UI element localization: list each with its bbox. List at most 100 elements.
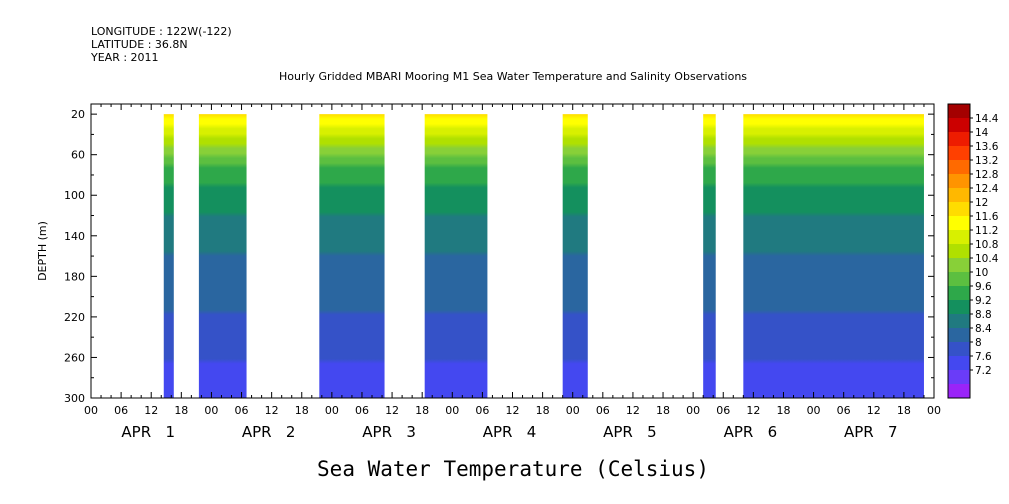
colorbar: 14.4 14 13.6 13.2 12.8 12.4 12 11.6 11.2 10.8 10.4… bbox=[947, 103, 999, 399]
colorbar-label: 8 bbox=[975, 337, 982, 349]
y-tick-label: 180 bbox=[64, 270, 85, 283]
colorbar-swatch bbox=[948, 146, 970, 161]
x-tick-label: 00 bbox=[445, 404, 459, 417]
x-tick-label: 12 bbox=[506, 404, 520, 417]
y-axis-label: DEPTH (m) bbox=[36, 221, 49, 281]
x-tick-label: 00 bbox=[927, 404, 941, 417]
x-day-label: APR 7 bbox=[844, 423, 898, 441]
data-segments bbox=[163, 114, 924, 398]
x-tick-label: 06 bbox=[596, 404, 610, 417]
x-tick-label: 00 bbox=[807, 404, 821, 417]
colorbar-label: 10 bbox=[975, 267, 988, 279]
colorbar-swatch bbox=[948, 384, 970, 399]
y-tick-label: 140 bbox=[64, 230, 85, 243]
colorbar-label: 10.8 bbox=[975, 239, 998, 251]
colorbar-label: 11.2 bbox=[975, 225, 998, 237]
y-tick-label: 260 bbox=[64, 351, 85, 364]
x-tick-label: 06 bbox=[837, 404, 851, 417]
colorbar-swatch bbox=[948, 370, 970, 385]
colorbar-label: 8.4 bbox=[975, 323, 992, 335]
colorbar-swatch bbox=[948, 328, 970, 343]
colorbar-frame bbox=[947, 103, 971, 399]
x-tick-label: 06 bbox=[114, 404, 128, 417]
y-tick-label: 20 bbox=[71, 108, 85, 121]
colorbar-label: 7.2 bbox=[975, 365, 992, 377]
x-tick-label: 12 bbox=[265, 404, 279, 417]
colorbar-swatch bbox=[948, 160, 970, 175]
colorbar-swatch bbox=[948, 216, 970, 231]
x-axis-label: Sea Water Temperature (Celsius) bbox=[317, 457, 709, 481]
colorbar-swatch bbox=[948, 132, 970, 147]
x-tick-label: 18 bbox=[536, 404, 550, 417]
colorbar-label: 13.6 bbox=[975, 141, 999, 153]
colorbar-swatch bbox=[948, 272, 970, 287]
colorbar-swatch bbox=[948, 286, 970, 301]
x-day-label: APR 6 bbox=[724, 423, 778, 441]
colorbar-swatch bbox=[948, 244, 970, 259]
x-axis: 00 06 12 18 00 06 12 18 00 06 12 18 00 06 12 18 00 06 12 18… bbox=[84, 104, 941, 441]
x-tick-label: 18 bbox=[174, 404, 188, 417]
data-segment bbox=[703, 114, 716, 398]
y-tick-label: 60 bbox=[71, 149, 85, 162]
data-segment bbox=[163, 114, 174, 398]
x-tick-label: 18 bbox=[656, 404, 670, 417]
y-tick-label: 300 bbox=[64, 392, 85, 405]
x-tick-label: 12 bbox=[385, 404, 399, 417]
colorbar-label: 9.6 bbox=[975, 281, 992, 293]
x-tick-label: 00 bbox=[84, 404, 98, 417]
x-tick-label: 12 bbox=[626, 404, 640, 417]
x-tick-label: 00 bbox=[686, 404, 700, 417]
data-segment bbox=[743, 114, 924, 398]
colorbar-swatch bbox=[948, 300, 970, 315]
colorbar-swatch bbox=[948, 258, 970, 273]
colorbar-label: 7.6 bbox=[975, 351, 992, 363]
chart-title: Hourly Gridded MBARI Mooring M1 Sea Wate… bbox=[279, 70, 747, 83]
colorbar-swatch bbox=[948, 230, 970, 245]
x-tick-label: 06 bbox=[355, 404, 369, 417]
colorbar-label: 12.4 bbox=[975, 183, 999, 195]
data-segment bbox=[198, 114, 247, 398]
y-axis: 20 60 100 140 180 220 260 300 bbox=[64, 108, 934, 405]
x-tick-label: 18 bbox=[295, 404, 309, 417]
x-tick-label: 06 bbox=[716, 404, 730, 417]
colorbar-label: 9.2 bbox=[975, 295, 992, 307]
colorbar-swatch bbox=[948, 104, 970, 119]
colorbar-label: 10.4 bbox=[975, 253, 999, 265]
x-tick-label: 00 bbox=[566, 404, 580, 417]
x-tick-label: 06 bbox=[475, 404, 489, 417]
latitude-label: LATITUDE : 36.8N bbox=[91, 38, 188, 51]
colorbar-swatch bbox=[948, 356, 970, 371]
x-tick-label: 12 bbox=[867, 404, 881, 417]
year-label: YEAR : 2011 bbox=[90, 51, 159, 64]
colorbar-swatch bbox=[948, 118, 970, 133]
data-segment bbox=[319, 114, 385, 398]
x-tick-label: 12 bbox=[746, 404, 760, 417]
x-tick-label: 18 bbox=[776, 404, 790, 417]
x-tick-label: 12 bbox=[144, 404, 158, 417]
colorbar-label: 14 bbox=[975, 127, 989, 139]
colorbar-swatch bbox=[948, 188, 970, 203]
colorbar-swatch bbox=[948, 342, 970, 357]
colorbar-label: 11.6 bbox=[975, 211, 999, 223]
colorbar-label: 13.2 bbox=[975, 155, 998, 167]
colorbar-label: 8.8 bbox=[975, 309, 992, 321]
x-day-label: APR 5 bbox=[603, 423, 657, 441]
x-tick-label: 18 bbox=[897, 404, 911, 417]
colorbar-label: 12 bbox=[975, 197, 988, 209]
longitude-label: LONGITUDE : 122W(-122) bbox=[91, 25, 232, 38]
data-segment bbox=[562, 114, 588, 398]
x-day-label: APR 4 bbox=[483, 423, 537, 441]
colorbar-swatch bbox=[948, 314, 970, 329]
x-tick-label: 06 bbox=[235, 404, 249, 417]
data-segment bbox=[424, 114, 488, 398]
y-tick-label: 220 bbox=[64, 311, 85, 324]
colorbar-label: 12.8 bbox=[975, 169, 998, 181]
x-tick-label: 00 bbox=[325, 404, 339, 417]
y-tick-label: 100 bbox=[64, 189, 85, 202]
x-day-label: APR 3 bbox=[362, 423, 416, 441]
colorbar-swatch bbox=[948, 202, 970, 217]
x-day-label: APR 2 bbox=[242, 423, 296, 441]
x-tick-label: 18 bbox=[415, 404, 429, 417]
x-tick-label: 00 bbox=[204, 404, 218, 417]
